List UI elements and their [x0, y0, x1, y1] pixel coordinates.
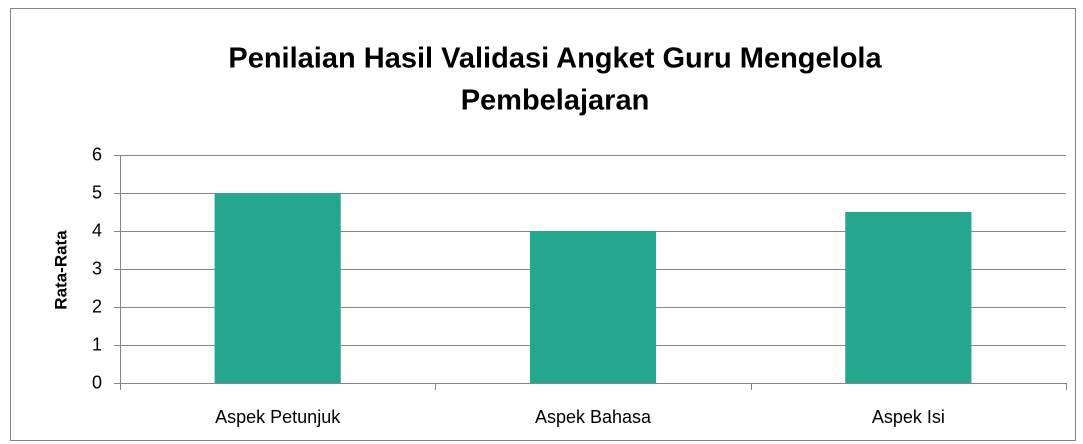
y-axis-label: Rata-Rata: [51, 230, 70, 310]
bar: [529, 231, 657, 383]
x-tick-label: Aspek Bahasa: [535, 407, 652, 427]
y-tick-label: 5: [92, 182, 102, 202]
y-tick-label: 3: [92, 258, 102, 278]
y-tick-label: 1: [92, 334, 102, 354]
y-tick-label: 6: [92, 144, 102, 164]
chart-title: Penilaian Hasil Validasi Angket Guru Men…: [228, 43, 882, 75]
x-tick-label: Aspek Petunjuk: [215, 407, 341, 427]
y-tick-label: 0: [92, 372, 102, 392]
bar: [845, 212, 972, 383]
x-tick-label: Aspek Isi: [872, 407, 945, 427]
bar: [214, 193, 341, 383]
chart-title: Pembelajaran: [461, 85, 650, 117]
y-tick-label: 2: [92, 296, 102, 316]
y-tick-label: 4: [92, 220, 102, 240]
